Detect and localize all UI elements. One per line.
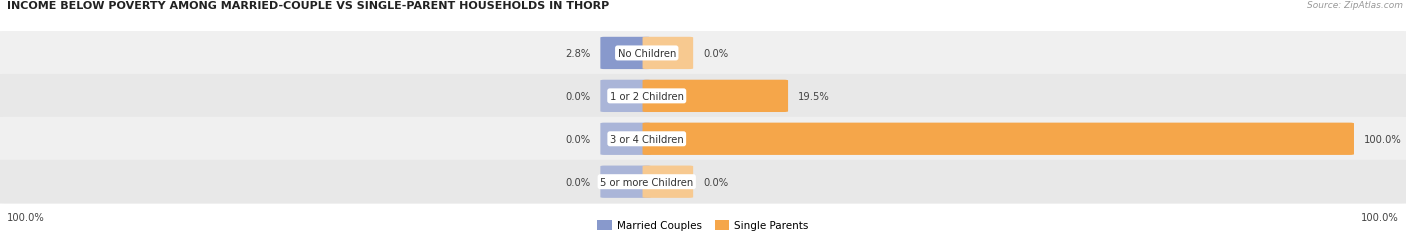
FancyBboxPatch shape — [600, 123, 651, 155]
Legend: Married Couples, Single Parents: Married Couples, Single Parents — [598, 220, 808, 231]
Text: 100.0%: 100.0% — [7, 212, 45, 222]
Text: INCOME BELOW POVERTY AMONG MARRIED-COUPLE VS SINGLE-PARENT HOUSEHOLDS IN THORP: INCOME BELOW POVERTY AMONG MARRIED-COUPL… — [7, 1, 609, 11]
FancyBboxPatch shape — [0, 32, 1406, 76]
FancyBboxPatch shape — [643, 80, 787, 112]
Text: 2.8%: 2.8% — [565, 49, 591, 59]
Text: 0.0%: 0.0% — [565, 177, 591, 187]
FancyBboxPatch shape — [0, 75, 1406, 118]
Text: 0.0%: 0.0% — [565, 134, 591, 144]
Text: 1 or 2 Children: 1 or 2 Children — [610, 91, 683, 101]
FancyBboxPatch shape — [643, 166, 693, 198]
FancyBboxPatch shape — [643, 123, 1354, 155]
Text: 0.0%: 0.0% — [703, 177, 728, 187]
Text: 5 or more Children: 5 or more Children — [600, 177, 693, 187]
FancyBboxPatch shape — [0, 160, 1406, 204]
Text: 0.0%: 0.0% — [565, 91, 591, 101]
FancyBboxPatch shape — [600, 38, 651, 70]
FancyBboxPatch shape — [643, 38, 693, 70]
Text: 100.0%: 100.0% — [1364, 134, 1402, 144]
FancyBboxPatch shape — [0, 117, 1406, 161]
FancyBboxPatch shape — [600, 166, 651, 198]
Text: 0.0%: 0.0% — [703, 49, 728, 59]
Text: No Children: No Children — [617, 49, 676, 59]
Text: 100.0%: 100.0% — [1361, 212, 1399, 222]
Text: Source: ZipAtlas.com: Source: ZipAtlas.com — [1308, 1, 1403, 10]
Text: 19.5%: 19.5% — [799, 91, 830, 101]
FancyBboxPatch shape — [600, 80, 651, 112]
Text: 3 or 4 Children: 3 or 4 Children — [610, 134, 683, 144]
